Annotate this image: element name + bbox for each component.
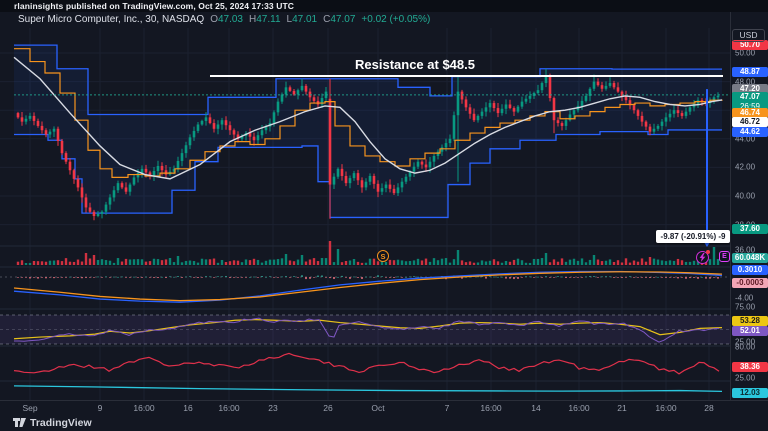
time-tick: 26 [323,403,333,413]
close-label: C [323,14,331,25]
symbol-legend[interactable]: Super Micro Computer, Inc., 30, NASDAQ O4… [18,14,430,27]
split-event-icon[interactable]: S [377,250,389,262]
price-scale-badge: 47.07 26:59 [732,92,768,111]
time-tick: 7 [444,403,450,413]
price-scale-badge: 38.36 [732,362,768,372]
price-scale-label: 36.00 [735,245,756,255]
tradingview-brand[interactable]: TradingView [30,417,92,429]
close-value: 47.07 [330,14,356,25]
price-scale-badge: 44.62 [732,127,768,137]
price-scale-label: 44.00 [735,134,756,144]
lightning-icon [699,253,706,262]
flash-event-icon[interactable] [696,250,710,264]
earnings-event-icon[interactable]: E [719,251,730,262]
time-tick: 16:00 [568,403,590,413]
price-scale-label: 40.00 [735,191,756,201]
footer: TradingView [13,416,92,430]
price-scale-badge: -0.0003 [732,278,768,288]
time-scale[interactable]: Sep 9 16:00 16 16:00 23 26 Oct 7 16:00 14 16:00 21 16… [0,400,768,415]
price-scale-badge: 0.3010 [732,265,768,275]
open-value: 47.03 [217,14,243,25]
price-scale-label: 48.00 [735,77,756,87]
price-scale-badge: 53.28 [732,316,768,326]
time-tick: 21 [617,403,627,413]
price-scale-badge: 50.70 [732,40,768,50]
time-tick: 16:00 [480,403,502,413]
time-tick: 16:00 [218,403,240,413]
main-chart-svg[interactable] [0,0,730,400]
tradingview-logo-icon [13,417,26,427]
resistance-annotation[interactable]: Resistance at $48.5 [355,57,475,72]
price-scale-label: 25.00 [735,373,756,383]
price-scale-badge: 48.87 [732,67,768,77]
time-tick: 16:00 [655,403,677,413]
change-value: +0.02 (+0.05%) [361,14,431,25]
time-tick: 16:00 [133,403,155,413]
high-label: H [249,14,257,25]
time-tick: Sep [22,403,38,413]
attribution-bar: rlaninsights published on TradingView.co… [0,0,768,12]
price-scale-label: 80.00 [735,342,756,352]
time-tick: 23 [268,403,278,413]
low-value: 47.01 [292,14,318,25]
measure-tooltip: -9.87 (-20.91%) -9 [656,230,730,243]
price-scale-badge: 46.74 [732,108,768,118]
price-scale-badge: 47.20 [732,84,768,94]
price-scale-badge: 60.048K [732,253,768,263]
price-scale-badge: 46.72 [732,117,768,127]
currency-button[interactable]: USD [732,29,765,42]
price-scale-badge: 52.01 [732,326,768,336]
price-scale-label: -4.00 [735,293,754,303]
price-scale-badge: 12.03 [732,388,768,398]
price-scale-label: 75.00 [735,302,756,312]
low-label: L [286,14,293,25]
time-tick: 14 [531,403,541,413]
high-value: 47.11 [256,14,281,25]
time-tick: 16 [183,403,193,413]
symbol-title[interactable]: Super Micro Computer, Inc., 30, NASDAQ [18,14,205,25]
price-scale-badge: 37.60 [732,224,768,234]
time-tick: 9 [97,403,103,413]
time-tick: Oct [371,403,385,413]
price-scale[interactable]: 50.0048.0044.0042.0040.0038.0036.00-4.00… [730,12,768,400]
notification-dot [706,250,710,254]
open-label: O [210,14,218,25]
time-tick: 28 [704,403,714,413]
price-scale-label: 50.00 [735,48,756,58]
attribution-text: rlaninsights published on TradingView.co… [14,1,294,11]
price-scale-label: 42.00 [735,162,756,172]
price-scale-label: 25.00 [735,337,756,347]
